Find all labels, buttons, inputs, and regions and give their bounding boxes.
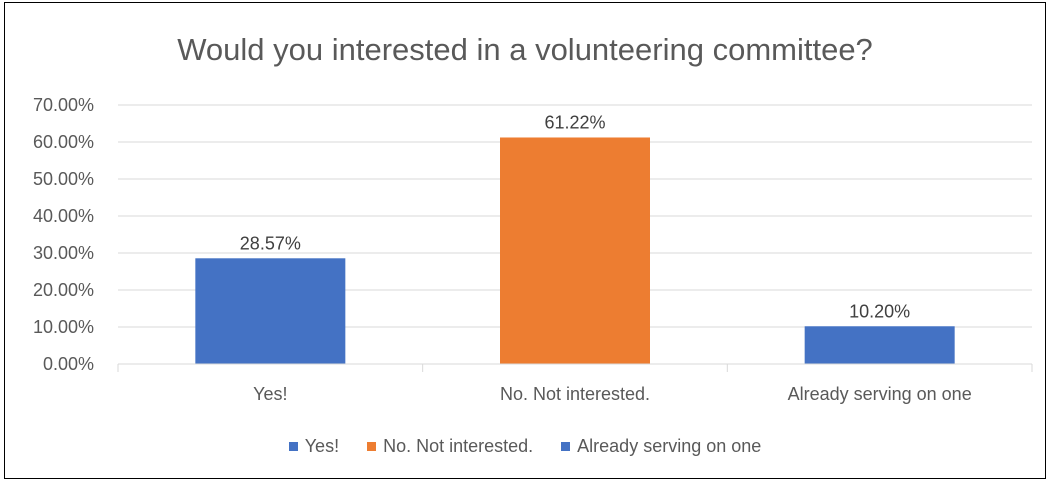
legend-item-yes: Yes!	[288, 436, 340, 457]
x-axis-category-labels: Yes! No. Not interested. Already serving o…	[253, 384, 972, 404]
legend-label-not-interested: No. Not interested.	[383, 436, 534, 456]
bar	[804, 326, 955, 364]
legend-label-yes: Yes!	[304, 436, 340, 456]
legend-item-not-interested: No. Not interested.	[367, 436, 533, 457]
legend: Yes! No. Not interested. Already serving…	[0, 436, 1050, 457]
data-label: 28.57%	[240, 233, 301, 253]
data-labels: 28.57% 61.22% 10.20%	[240, 112, 910, 321]
x-category-label: No. Not interested.	[500, 384, 650, 404]
bar	[500, 137, 650, 364]
x-category-label: Already serving on one	[788, 384, 972, 404]
y-tick-label: 30.00%	[33, 243, 94, 263]
x-category-label: Yes!	[253, 384, 287, 404]
y-tick-label: 40.00%	[33, 206, 94, 226]
bars	[195, 137, 955, 364]
legend-swatch-yes	[288, 442, 298, 451]
y-tick-label: 20.00%	[33, 280, 94, 300]
legend-swatch-not-interested	[367, 442, 377, 451]
bar	[195, 258, 346, 364]
y-tick-label: 50.00%	[33, 169, 94, 189]
y-axis-tick-labels: 0.00% 10.00% 20.00% 30.00% 40.00% 50.00% 60.00…	[33, 95, 94, 374]
y-tick-label: 60.00%	[33, 132, 94, 152]
legend-swatch-already-serving	[561, 442, 571, 451]
chart-title: Would you interested in a volunteering c…	[177, 32, 873, 67]
legend-item-already-serving: Already serving on one	[561, 436, 761, 457]
y-tick-label: 0.00%	[43, 354, 94, 374]
legend-label-already-serving: Already serving on one	[577, 436, 762, 456]
data-label: 10.20%	[849, 301, 910, 321]
y-tick-label: 70.00%	[33, 95, 94, 115]
x-axis	[117, 363, 1033, 372]
data-label: 61.22%	[544, 112, 605, 132]
y-tick-label: 10.00%	[33, 317, 94, 337]
